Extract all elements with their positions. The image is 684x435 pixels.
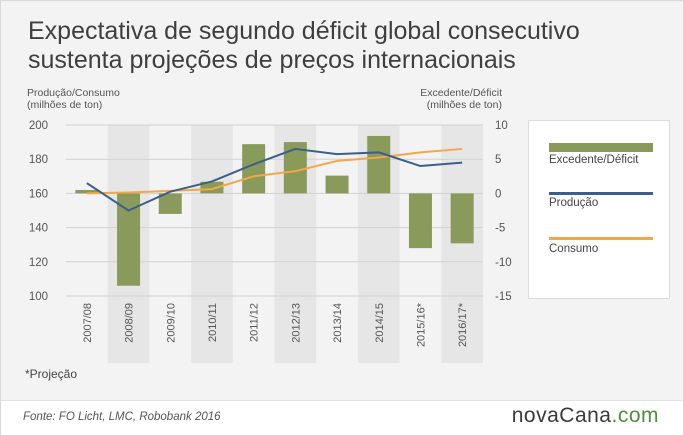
x-tick-label: 2014/15 xyxy=(374,303,386,343)
y-left-tick-label: 120 xyxy=(29,257,48,269)
chart-legend: Excedente/Déficit Produção Consumo xyxy=(528,120,670,299)
left-axis-caption-line1: Produção/Consumo xyxy=(27,87,120,99)
legend-swatch-consumo xyxy=(549,237,653,240)
legend-swatch-excedente xyxy=(549,143,653,152)
x-tick-label: 2011/12 xyxy=(249,303,261,342)
projection-note: *Projeção xyxy=(25,367,78,381)
x-tick-label: 2012/13 xyxy=(290,303,302,343)
chart-plot: 100 120 140 160 180 200 -15 -10 -5 0 5 10 2007/08 200… xyxy=(29,120,512,363)
source-text: Fonte: FO Licht, LMC, Robobank 2016 xyxy=(23,411,221,423)
logo-suffix: .com xyxy=(611,404,659,427)
x-tick-label: 2008/09 xyxy=(124,303,136,343)
y-left-tick-label: 140 xyxy=(29,223,48,235)
y-left-tick-label: 100 xyxy=(29,291,48,303)
bar-excedente-deficit xyxy=(283,142,307,194)
left-axis-caption: Produção/Consumo (milhões de ton) xyxy=(27,87,120,111)
y-left-tick-label: 180 xyxy=(29,154,48,166)
line-consumo xyxy=(86,147,463,195)
y-left-tick-label: 160 xyxy=(29,188,48,200)
x-tick-label: 2016/17* xyxy=(457,302,469,347)
left-axis-caption-line2: (milhões de ton) xyxy=(27,99,103,111)
bar-excedente-deficit xyxy=(158,193,182,214)
logo-text: novaCana xyxy=(511,404,612,427)
x-tick-label: 2013/14 xyxy=(332,303,344,343)
bar-excedente-deficit xyxy=(75,189,99,194)
y-right-tick-label: 5 xyxy=(495,154,501,166)
bar-excedente-deficit xyxy=(200,181,224,194)
right-axis-caption: Excedente/Déficit (milhões de ton) xyxy=(420,87,502,111)
legend-label-excedente: Excedente/Déficit xyxy=(549,154,639,166)
right-axis-caption-line2: (milhões de ton) xyxy=(426,99,502,111)
y-left-tick-label: 200 xyxy=(29,120,48,132)
legend-swatch-producao xyxy=(549,192,653,195)
x-tick-label: 2009/10 xyxy=(165,303,177,343)
x-tick-label: 2010/11 xyxy=(207,303,219,342)
legend-label-consumo: Consumo xyxy=(549,243,599,255)
right-axis-caption-line1: Excedente/Déficit xyxy=(420,87,502,99)
y-right-tick-label: -10 xyxy=(495,257,512,269)
x-tick-label: 2007/08 xyxy=(82,303,94,343)
bar-excedente-deficit xyxy=(242,144,266,194)
bar-excedente-deficit xyxy=(450,193,474,244)
x-tick-label: 2015/16* xyxy=(415,302,427,347)
y-right-tick-label: -5 xyxy=(495,223,505,235)
novacana-logo: novaCana.com xyxy=(512,404,659,428)
line-producao xyxy=(86,147,463,212)
bar-excedente-deficit xyxy=(367,135,391,194)
footer: Fonte: FO Licht, LMC, Robobank 2016 nova… xyxy=(1,400,683,435)
y-right-tick-label: 0 xyxy=(495,188,501,200)
y-right-tick-label: -15 xyxy=(495,291,512,303)
bar-excedente-deficit xyxy=(117,193,141,286)
bar-excedente-deficit xyxy=(408,193,432,249)
bar-excedente-deficit xyxy=(325,175,349,194)
legend-label-producao: Produção xyxy=(549,197,599,209)
column-band xyxy=(191,125,233,363)
y-right-tick-label: 10 xyxy=(495,120,508,132)
chart-title: Expectativa de segundo déficit global co… xyxy=(28,17,580,74)
